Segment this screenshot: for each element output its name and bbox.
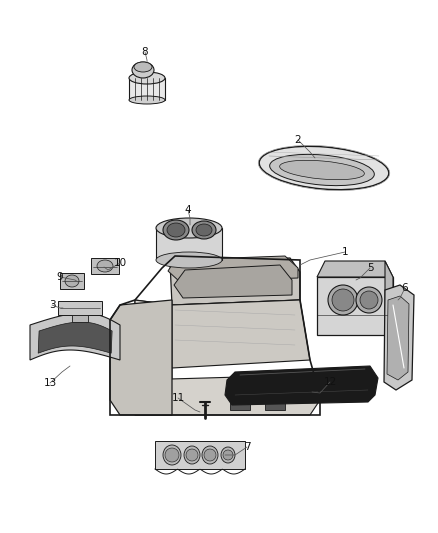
Polygon shape xyxy=(30,313,120,360)
Text: 8: 8 xyxy=(141,47,148,57)
Text: 9: 9 xyxy=(57,272,64,282)
Ellipse shape xyxy=(163,445,181,465)
Polygon shape xyxy=(135,375,320,415)
Polygon shape xyxy=(174,265,292,298)
Polygon shape xyxy=(58,301,102,315)
Polygon shape xyxy=(72,315,88,322)
Ellipse shape xyxy=(97,260,113,272)
Ellipse shape xyxy=(65,275,79,287)
Ellipse shape xyxy=(221,447,235,463)
Polygon shape xyxy=(384,285,414,390)
Ellipse shape xyxy=(328,285,358,315)
Ellipse shape xyxy=(129,96,165,104)
Ellipse shape xyxy=(356,287,382,313)
Ellipse shape xyxy=(270,155,374,185)
Polygon shape xyxy=(110,300,172,415)
Polygon shape xyxy=(38,322,112,353)
Polygon shape xyxy=(317,261,393,277)
Polygon shape xyxy=(385,261,393,335)
Ellipse shape xyxy=(132,62,154,78)
Text: 4: 4 xyxy=(185,205,191,215)
Ellipse shape xyxy=(156,252,222,268)
Text: 6: 6 xyxy=(402,283,408,293)
Ellipse shape xyxy=(223,450,233,460)
Polygon shape xyxy=(172,300,310,368)
Ellipse shape xyxy=(156,218,222,238)
Polygon shape xyxy=(135,300,300,358)
Text: 7: 7 xyxy=(244,442,250,452)
Polygon shape xyxy=(135,300,172,415)
Polygon shape xyxy=(317,277,393,335)
Ellipse shape xyxy=(167,223,185,237)
Ellipse shape xyxy=(279,160,364,180)
Text: 3: 3 xyxy=(49,300,55,310)
Polygon shape xyxy=(170,258,300,305)
Text: 12: 12 xyxy=(323,377,337,387)
Ellipse shape xyxy=(184,446,200,464)
Ellipse shape xyxy=(129,72,165,84)
Polygon shape xyxy=(168,256,298,282)
Polygon shape xyxy=(129,78,165,100)
Ellipse shape xyxy=(165,448,179,462)
Polygon shape xyxy=(387,296,409,380)
Text: 1: 1 xyxy=(342,247,348,257)
Polygon shape xyxy=(156,228,222,260)
Polygon shape xyxy=(225,366,378,405)
Text: 10: 10 xyxy=(113,258,127,268)
Ellipse shape xyxy=(360,291,378,309)
Ellipse shape xyxy=(196,224,212,236)
Polygon shape xyxy=(230,398,250,410)
Ellipse shape xyxy=(186,449,198,461)
Ellipse shape xyxy=(202,446,218,464)
Polygon shape xyxy=(265,398,285,410)
Ellipse shape xyxy=(259,147,389,190)
Text: 11: 11 xyxy=(171,393,185,403)
Polygon shape xyxy=(91,258,119,274)
Ellipse shape xyxy=(204,449,216,461)
Ellipse shape xyxy=(332,289,354,311)
Text: 5: 5 xyxy=(367,263,373,273)
Polygon shape xyxy=(60,273,84,289)
Text: 2: 2 xyxy=(295,135,301,145)
Text: 13: 13 xyxy=(43,378,57,388)
Polygon shape xyxy=(155,441,245,469)
Ellipse shape xyxy=(163,220,189,240)
Ellipse shape xyxy=(192,221,216,239)
Ellipse shape xyxy=(134,62,152,72)
